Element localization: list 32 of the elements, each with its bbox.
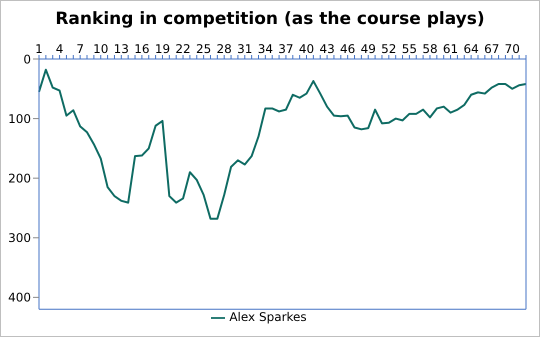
x-tick-label: 61	[442, 42, 458, 56]
x-tick-label: 58	[422, 42, 438, 56]
x-tick-label: 49	[360, 42, 376, 56]
x-tick-label: 25	[196, 42, 212, 56]
y-tick-label: 100	[8, 112, 31, 126]
y-tick-label: 200	[8, 171, 31, 186]
x-tick-label: 16	[134, 42, 150, 56]
x-tick-label: 31	[237, 42, 252, 56]
chart-title: Ranking in competition (as the course plays)	[54, 9, 486, 29]
x-tick-label: 7	[76, 42, 84, 56]
x-tick-label: 10	[93, 42, 108, 56]
x-tick-label: 19	[154, 42, 170, 56]
y-tick-label: 0	[23, 52, 31, 66]
x-tick-label: 67	[484, 42, 500, 56]
x-tick-label: 55	[402, 42, 418, 56]
line-series	[38, 68, 527, 220]
x-tick-label: 64	[463, 42, 479, 56]
x-tick-label: 70	[504, 42, 520, 56]
y-tick-label: 400	[8, 290, 31, 305]
x-tick-label: 1	[35, 42, 43, 56]
x-tick-label: 40	[298, 42, 314, 56]
x-tick-label: 4	[56, 42, 64, 56]
x-tick-label: 22	[175, 42, 191, 56]
x-tick-label: 37	[278, 42, 294, 56]
x-tick-label: 46	[340, 42, 356, 56]
y-tick-label: 300	[8, 231, 31, 246]
x-tick-label: 13	[114, 42, 129, 56]
x-tick-label: 52	[381, 42, 396, 56]
x-tick-label: 34	[258, 42, 273, 56]
legend-label: Alex Sparkes	[229, 310, 307, 324]
x-tick-label: 28	[216, 42, 232, 56]
x-tick-label: 43	[319, 42, 335, 56]
